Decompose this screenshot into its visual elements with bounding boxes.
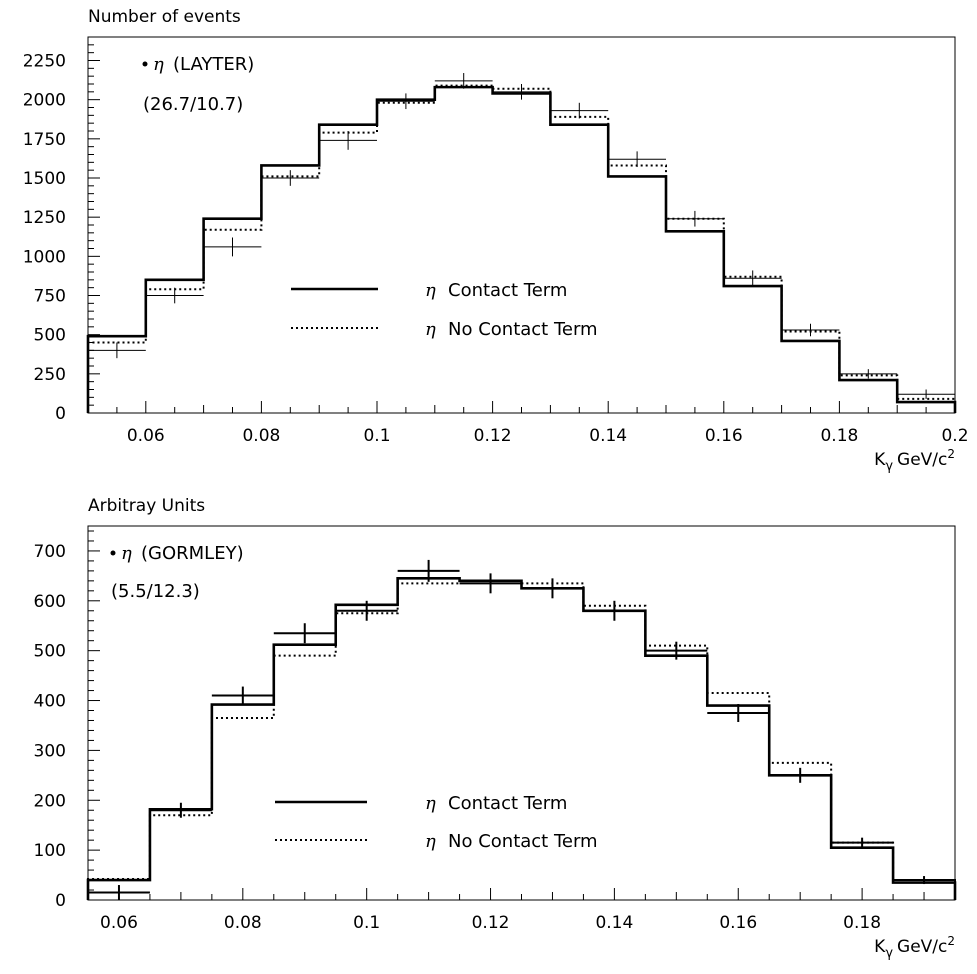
top-panel-layter: Number of events 0 250 500 750 1000 1250 1500 17… — [23, 7, 969, 474]
y-tick-label: 0 — [55, 891, 66, 911]
y-tick-label: 400 — [34, 692, 66, 712]
y-tick-label: 0 — [55, 404, 66, 424]
legend-symbol: η — [425, 280, 436, 301]
annotation-symbol: η — [153, 54, 164, 75]
y-tick-label: 1000 — [23, 247, 66, 267]
x-tick-label: 0.14 — [595, 913, 633, 933]
y-tick-label: 2000 — [23, 91, 66, 111]
y-tick-label: 1250 — [23, 208, 66, 228]
bottom-panel-gormley: Arbitray Units 0 100 200 300 400 500 600 700 0.06… — [34, 496, 957, 961]
y-tick-label: 2250 — [23, 52, 66, 72]
y-tick-label: 1750 — [23, 130, 66, 150]
y-axis-label: Number of events — [88, 7, 241, 27]
x-axis-label-k: K — [874, 450, 886, 470]
x-tick-label: 0.16 — [719, 913, 757, 933]
x-tick-label: 0.06 — [100, 913, 138, 933]
x-tick-label: 0.2 — [941, 426, 968, 446]
y-tick-label: 500 — [34, 326, 66, 346]
legend-label: Contact Term — [448, 793, 567, 814]
x-axis-label-sup: 2 — [947, 447, 955, 461]
y-tick-label: 750 — [34, 287, 66, 307]
x-tick-label: 0.08 — [242, 426, 280, 446]
x-tick-label: 0.12 — [474, 426, 512, 446]
x-tick-label: 0.18 — [820, 426, 858, 446]
annotation-ratio: (26.7/10.7) — [143, 94, 243, 115]
y-tick-label: 600 — [34, 592, 66, 612]
x-axis-label-sub: γ — [885, 946, 893, 961]
y-tick-label: 300 — [34, 741, 66, 761]
y-tick-label: 500 — [34, 642, 66, 662]
legend-symbol: η — [425, 793, 436, 814]
x-axis-label-sub: γ — [885, 459, 893, 474]
x-axis-label: Kγ GeV/c2 — [874, 447, 955, 474]
x-axis-label-sup: 2 — [947, 934, 955, 948]
y-tick-label: 700 — [34, 542, 66, 562]
x-axis-label-unit: GeV/c — [897, 937, 947, 957]
x-tick-label: 0.1 — [363, 426, 390, 446]
x-axis-label: Kγ GeV/c2 — [874, 934, 955, 961]
annotation-marker — [142, 61, 148, 67]
x-tick-label: 0.16 — [705, 426, 743, 446]
x-tick-label: 0.06 — [127, 426, 165, 446]
x-tick-label: 0.18 — [843, 913, 881, 933]
annotation-dataset-name: (GORMLEY) — [141, 543, 244, 564]
legend-symbol: η — [425, 831, 436, 852]
histogram-contact-term — [86, 85, 957, 413]
x-axis-label-unit: GeV/c — [897, 450, 947, 470]
x-tick-label: 0.1 — [353, 913, 380, 933]
annotation-marker — [110, 550, 116, 556]
annotation-dataset-name: (LAYTER) — [173, 54, 254, 75]
y-tick-label: 1500 — [23, 169, 66, 189]
y-tick-label: 250 — [34, 365, 66, 385]
histogram-no-contact-term — [87, 579, 956, 900]
legend-symbol: η — [425, 319, 436, 340]
y-tick-label: 200 — [34, 791, 66, 811]
annotation-symbol: η — [121, 543, 132, 564]
annotation-ratio: (5.5/12.3) — [111, 581, 200, 602]
legend-label: No Contact Term — [448, 319, 598, 340]
legend-label: Contact Term — [448, 280, 567, 301]
x-tick-label: 0.12 — [472, 913, 510, 933]
histogram-no-contact-term — [87, 84, 956, 413]
y-axis-label: Arbitray Units — [88, 496, 205, 516]
legend-label: No Contact Term — [448, 831, 598, 852]
x-axis-label-k: K — [874, 937, 886, 957]
y-tick-label: 100 — [34, 841, 66, 861]
x-tick-label: 0.08 — [224, 913, 262, 933]
x-tick-label: 0.14 — [589, 426, 627, 446]
